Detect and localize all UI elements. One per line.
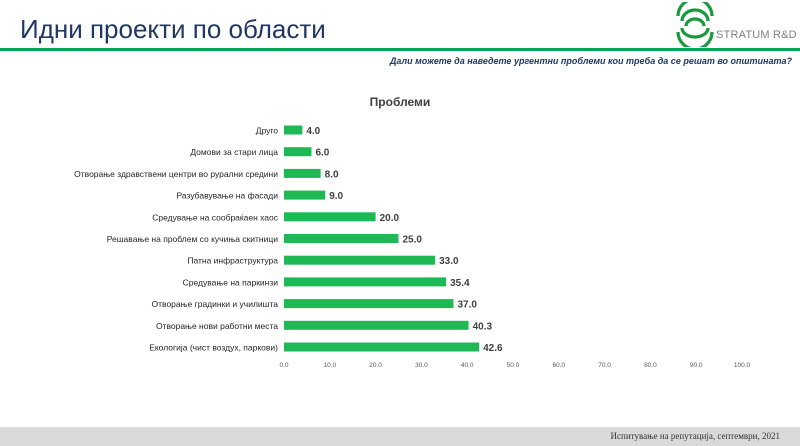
- data-label: 42.6: [483, 343, 503, 354]
- x-tick-label: 50.0: [507, 362, 520, 369]
- category-label: Домови за стари лица: [190, 147, 278, 157]
- data-label: 25.0: [403, 235, 423, 246]
- bar: [284, 234, 399, 243]
- x-tick-label: 40.0: [461, 362, 474, 369]
- x-tick-label: 90.0: [690, 362, 703, 369]
- bar: [284, 255, 436, 265]
- logo-text: STRATUM R&D: [716, 29, 797, 41]
- x-tick-label: 30.0: [415, 362, 428, 369]
- page-title: Идни проекти по области: [20, 14, 326, 44]
- data-label: 37.0: [457, 300, 477, 311]
- data-label: 6.0: [315, 148, 329, 159]
- bar: [284, 277, 447, 287]
- x-tick-label: 70.0: [598, 362, 611, 369]
- x-tick-label: 60.0: [552, 362, 565, 369]
- category-label: Екологија (чист воздух, паркови): [149, 343, 278, 353]
- category-label: Отворање градинки и училишта: [152, 299, 279, 309]
- bar: [284, 299, 454, 309]
- x-tick-label: 80.0: [644, 362, 657, 369]
- logo-globe-icon: [676, 2, 714, 47]
- data-label: 9.0: [329, 191, 343, 202]
- bar: [284, 147, 312, 157]
- category-label: Патна инфраструктура: [187, 256, 278, 266]
- chart-title: Проблеми: [370, 95, 431, 109]
- x-tick-label: 0.0: [279, 362, 288, 369]
- category-label: Отворање нови работни места: [156, 321, 278, 331]
- category-label: Отворање здравствени центри во рурални с…: [74, 169, 278, 179]
- category-label: Разубавување на фасади: [177, 191, 279, 201]
- data-label: 4.0: [306, 126, 320, 137]
- stratum-logo: [676, 2, 714, 47]
- x-tick-label: 20.0: [369, 362, 382, 369]
- bar: [284, 212, 376, 222]
- category-label: Решавање на проблем со кучиња скитници: [107, 234, 279, 244]
- category-label: Средување на паркинзи: [183, 277, 279, 287]
- data-label: 8.0: [325, 169, 339, 180]
- footer-note: Испитување на репутација, септември, 202…: [610, 431, 780, 441]
- data-label: 20.0: [380, 213, 400, 224]
- x-tick-label: 100.0: [734, 362, 751, 369]
- survey-question: Дали можете да наведете ургентни проблем…: [389, 56, 792, 66]
- data-label: 33.0: [439, 256, 459, 267]
- x-tick-label: 10.0: [323, 362, 336, 369]
- data-label: 40.3: [473, 321, 493, 332]
- bar: [284, 320, 469, 330]
- bar: [284, 342, 480, 352]
- header-rule: [0, 48, 800, 51]
- bar: [284, 190, 326, 200]
- category-label: Средување на сообраќаен хаос: [152, 212, 279, 222]
- bar: [284, 125, 303, 135]
- bar: [284, 168, 321, 178]
- data-label: 35.4: [450, 278, 470, 289]
- footer-bar: [0, 427, 800, 446]
- category-label: Друго: [256, 126, 279, 136]
